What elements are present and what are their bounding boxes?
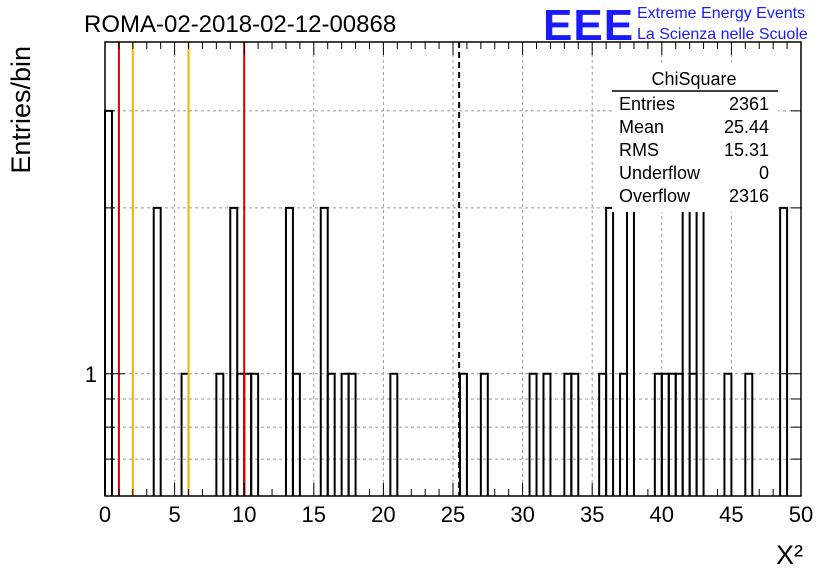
x-tick-label: 35 <box>580 502 604 527</box>
histogram-bin <box>479 372 489 496</box>
histogram-bin <box>598 372 608 496</box>
histogram-bin <box>681 206 691 496</box>
histogram-bin <box>291 372 301 496</box>
x-tick-label: 20 <box>371 502 395 527</box>
histogram-bin <box>104 109 113 496</box>
histogram-bin <box>626 206 635 496</box>
histogram-bin <box>674 372 684 496</box>
histogram-bin <box>688 372 698 496</box>
x-tick-label: 5 <box>168 502 180 527</box>
x-axis-label: X² <box>776 540 803 570</box>
histogram-bin <box>284 206 294 496</box>
x-tick-label: 15 <box>302 502 326 527</box>
histogram-bin <box>229 206 239 496</box>
stats-row-value: 15.31 <box>724 140 769 160</box>
y-axis-label: Entries/bin <box>6 46 36 174</box>
axis-ticks: 0 5 10 15 20 25 30 35 40 45 50 1 <box>85 42 813 527</box>
histogram-bin <box>605 206 615 496</box>
x-tick-label: 0 <box>99 502 111 527</box>
histogram-bin <box>180 372 190 496</box>
histogram-bin <box>542 372 552 496</box>
histogram-bin <box>619 372 628 496</box>
histogram-bin <box>653 372 663 496</box>
histogram-bin <box>744 372 754 496</box>
histogram-bin <box>340 372 350 496</box>
histogram-bin <box>667 372 677 496</box>
histogram-bin <box>563 372 573 496</box>
histogram-bin <box>326 372 336 496</box>
stats-row-label: Mean <box>619 117 664 137</box>
stats-box: ChiSquare Entries 2361 Mean 25.44 RMS 15.31 Un… <box>612 66 778 212</box>
histogram-bin <box>723 372 733 496</box>
stats-row-value: 2316 <box>729 186 769 206</box>
histogram-bin <box>347 372 357 496</box>
stats-row-value: 25.44 <box>724 117 769 137</box>
logo-line1: Extreme Energy Events <box>637 5 805 22</box>
x-tick-label: 40 <box>650 502 674 527</box>
stats-row-value: 0 <box>759 163 769 183</box>
eee-logo: EEE Extreme Energy Events La Scienza nel… <box>543 1 808 50</box>
histogram-bin <box>319 206 329 496</box>
histogram-bin <box>779 206 789 496</box>
histogram-bin <box>570 372 580 496</box>
histogram-bin <box>695 206 705 496</box>
x-tick-label: 30 <box>510 502 534 527</box>
histogram-bin <box>389 372 399 496</box>
histogram-bin <box>236 372 246 496</box>
x-tick-label: 50 <box>789 502 813 527</box>
histogram-bin <box>215 372 225 496</box>
histogram-bin <box>528 372 538 496</box>
stats-row-label: Entries <box>619 94 675 114</box>
y-tick-label: 1 <box>85 362 97 387</box>
stats-row-label: RMS <box>619 140 659 160</box>
x-tick-label: 25 <box>441 502 465 527</box>
x-tick-label: 10 <box>232 502 256 527</box>
histogram-bin <box>458 372 468 496</box>
histogram-bars <box>104 109 789 496</box>
histogram-bin <box>243 372 253 496</box>
stats-title: ChiSquare <box>651 69 736 89</box>
reference-lines <box>117 42 461 496</box>
logo-mark: EEE <box>543 1 634 50</box>
stats-row-label: Overflow <box>619 186 691 206</box>
histogram-bin <box>250 372 260 496</box>
stats-row-value: 2361 <box>729 94 769 114</box>
x-tick-label: 45 <box>719 502 743 527</box>
logo-line2: La Scienza nelle Scuole <box>637 26 808 43</box>
stats-row-label: Underflow <box>619 163 701 183</box>
histogram-bin <box>152 206 162 496</box>
histogram-bin <box>660 372 670 496</box>
chart-title: ROMA-02-2018-02-12-00868 <box>84 11 396 38</box>
